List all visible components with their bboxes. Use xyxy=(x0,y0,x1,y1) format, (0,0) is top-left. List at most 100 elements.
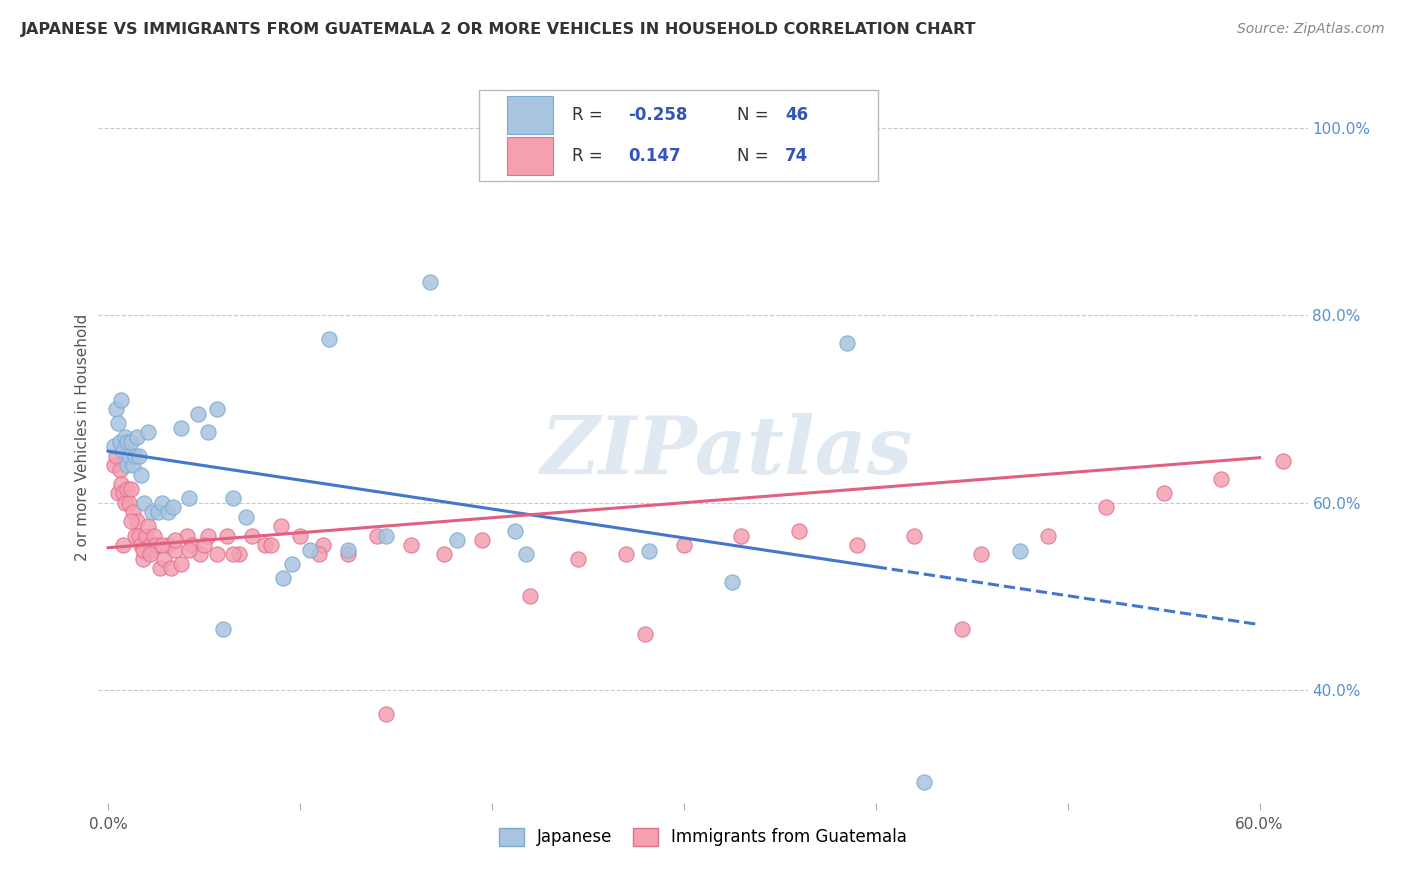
Point xyxy=(129,467,152,482)
Point xyxy=(835,336,858,351)
Point xyxy=(165,533,187,548)
Point xyxy=(419,276,441,290)
Point xyxy=(177,491,200,505)
Point xyxy=(110,477,132,491)
Point xyxy=(366,528,388,542)
Point xyxy=(141,542,163,557)
Point xyxy=(730,528,752,542)
Point xyxy=(139,538,162,552)
Point xyxy=(271,571,294,585)
Point xyxy=(845,538,868,552)
Point xyxy=(131,542,153,557)
Point xyxy=(312,538,335,552)
Point xyxy=(115,434,138,449)
Point xyxy=(638,544,661,558)
Point xyxy=(120,434,142,449)
Text: 74: 74 xyxy=(785,146,808,164)
Point xyxy=(131,552,153,566)
Point xyxy=(446,533,468,548)
Point xyxy=(298,542,321,557)
Point xyxy=(260,538,283,552)
Point xyxy=(124,449,146,463)
Y-axis label: 2 or more Vehicles in Household: 2 or more Vehicles in Household xyxy=(75,313,90,561)
Point xyxy=(108,434,131,449)
Point xyxy=(433,547,456,561)
Point xyxy=(145,538,167,552)
Point xyxy=(150,496,173,510)
Point xyxy=(125,515,148,529)
Point xyxy=(336,542,359,557)
Point xyxy=(228,547,250,561)
Point xyxy=(903,528,925,542)
Point xyxy=(150,538,173,552)
Point xyxy=(503,524,526,538)
Point xyxy=(912,775,935,789)
Point xyxy=(515,547,537,561)
Point xyxy=(375,528,398,542)
FancyBboxPatch shape xyxy=(479,90,879,181)
Point xyxy=(193,538,215,552)
Point xyxy=(197,425,219,440)
Point xyxy=(139,547,162,561)
Point xyxy=(336,547,359,561)
Point xyxy=(181,538,204,552)
Point xyxy=(160,561,183,575)
Point xyxy=(720,575,742,590)
Point xyxy=(156,538,179,552)
Point xyxy=(1271,453,1294,467)
Point xyxy=(188,547,211,561)
Point xyxy=(270,519,292,533)
Point xyxy=(471,533,494,548)
Point xyxy=(136,425,159,440)
Point xyxy=(170,557,193,571)
Point xyxy=(162,500,184,515)
Point xyxy=(143,528,166,542)
Point xyxy=(1038,528,1060,542)
Point xyxy=(112,444,135,458)
Point xyxy=(114,496,136,510)
Point xyxy=(187,407,209,421)
Point xyxy=(149,561,172,575)
Point xyxy=(129,538,152,552)
Point xyxy=(519,590,541,604)
Point xyxy=(177,542,200,557)
Point xyxy=(240,528,263,542)
Point xyxy=(122,458,145,473)
Text: 46: 46 xyxy=(785,106,808,124)
Point xyxy=(197,528,219,542)
Point xyxy=(135,528,157,542)
Point xyxy=(235,509,257,524)
Text: 0.147: 0.147 xyxy=(628,146,681,164)
Point xyxy=(104,449,127,463)
Point xyxy=(112,486,135,500)
Text: N =: N = xyxy=(737,146,773,164)
Point xyxy=(207,547,229,561)
Point xyxy=(128,528,150,542)
Point xyxy=(288,528,311,542)
FancyBboxPatch shape xyxy=(508,96,553,134)
Point xyxy=(254,538,277,552)
Text: -0.258: -0.258 xyxy=(628,106,688,124)
Point xyxy=(375,706,398,721)
Point xyxy=(950,623,973,637)
Point xyxy=(614,547,637,561)
Point xyxy=(115,482,138,496)
Point xyxy=(787,524,810,538)
Point xyxy=(176,528,198,542)
Point xyxy=(634,627,657,641)
Point xyxy=(118,496,141,510)
Point xyxy=(104,401,127,416)
Point xyxy=(222,547,245,561)
Point xyxy=(103,458,125,473)
Text: ZIPatlas: ZIPatlas xyxy=(541,413,914,491)
Point xyxy=(125,430,148,444)
Point xyxy=(141,505,163,519)
Point xyxy=(128,449,150,463)
Point xyxy=(136,519,159,533)
Point xyxy=(212,623,235,637)
Point xyxy=(107,416,129,430)
Point xyxy=(1008,544,1031,558)
Point xyxy=(170,420,193,434)
Point xyxy=(1211,472,1233,486)
Point xyxy=(110,392,132,407)
